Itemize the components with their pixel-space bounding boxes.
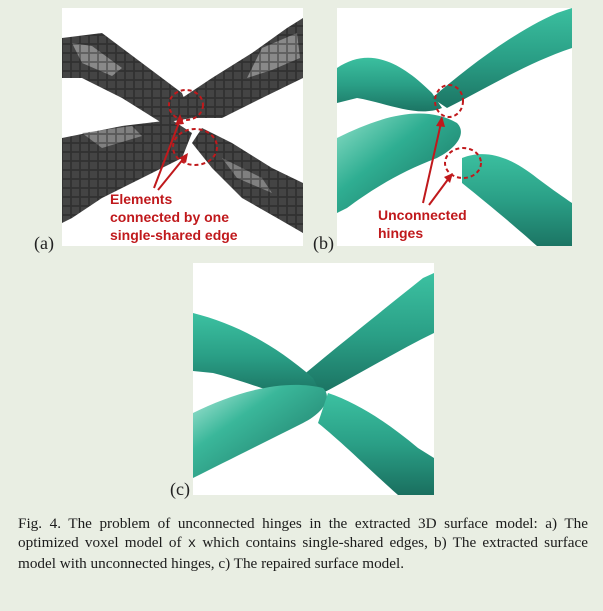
voxel-model-drawing bbox=[62, 18, 303, 233]
extracted-surface-image bbox=[337, 8, 572, 246]
repaired-surface-drawing bbox=[193, 273, 434, 495]
figure-caption: Fig. 4. The problem of unconnected hinge… bbox=[18, 514, 588, 573]
annotation-a-line: Elements bbox=[110, 191, 173, 207]
caption-lead: Fig. 4. The problem of unconnected hinge… bbox=[18, 515, 588, 551]
red-arrow bbox=[428, 177, 450, 206]
panel-label-b: (b) bbox=[313, 233, 334, 253]
annotation-b: Unconnected hinges bbox=[378, 206, 467, 242]
dashed-circle-marker bbox=[444, 147, 482, 179]
annotation-a-line: connected by one bbox=[110, 209, 230, 225]
voxel-model-image bbox=[62, 8, 303, 246]
panel-label-a: (a) bbox=[34, 233, 54, 253]
caption-variable: x bbox=[187, 536, 197, 552]
red-arrow bbox=[157, 157, 185, 191]
red-arrow bbox=[153, 119, 181, 189]
extracted-surface-drawing bbox=[337, 8, 572, 246]
annotation-b-line: hinges bbox=[378, 225, 424, 241]
dashed-circle-marker bbox=[172, 128, 218, 166]
annotation-a-line: single-shared edge bbox=[110, 227, 238, 243]
dashed-circle-marker bbox=[434, 84, 464, 118]
repaired-surface-image bbox=[193, 263, 434, 495]
annotation-a: Elements connected by one single-shared … bbox=[110, 190, 238, 244]
dashed-circle-marker bbox=[168, 89, 204, 121]
caption-rest: which contains single-shared edges, b) T… bbox=[18, 534, 589, 572]
annotation-b-line: Unconnected bbox=[378, 207, 467, 223]
red-arrow bbox=[422, 122, 442, 204]
panel-label-c: (c) bbox=[170, 479, 190, 499]
